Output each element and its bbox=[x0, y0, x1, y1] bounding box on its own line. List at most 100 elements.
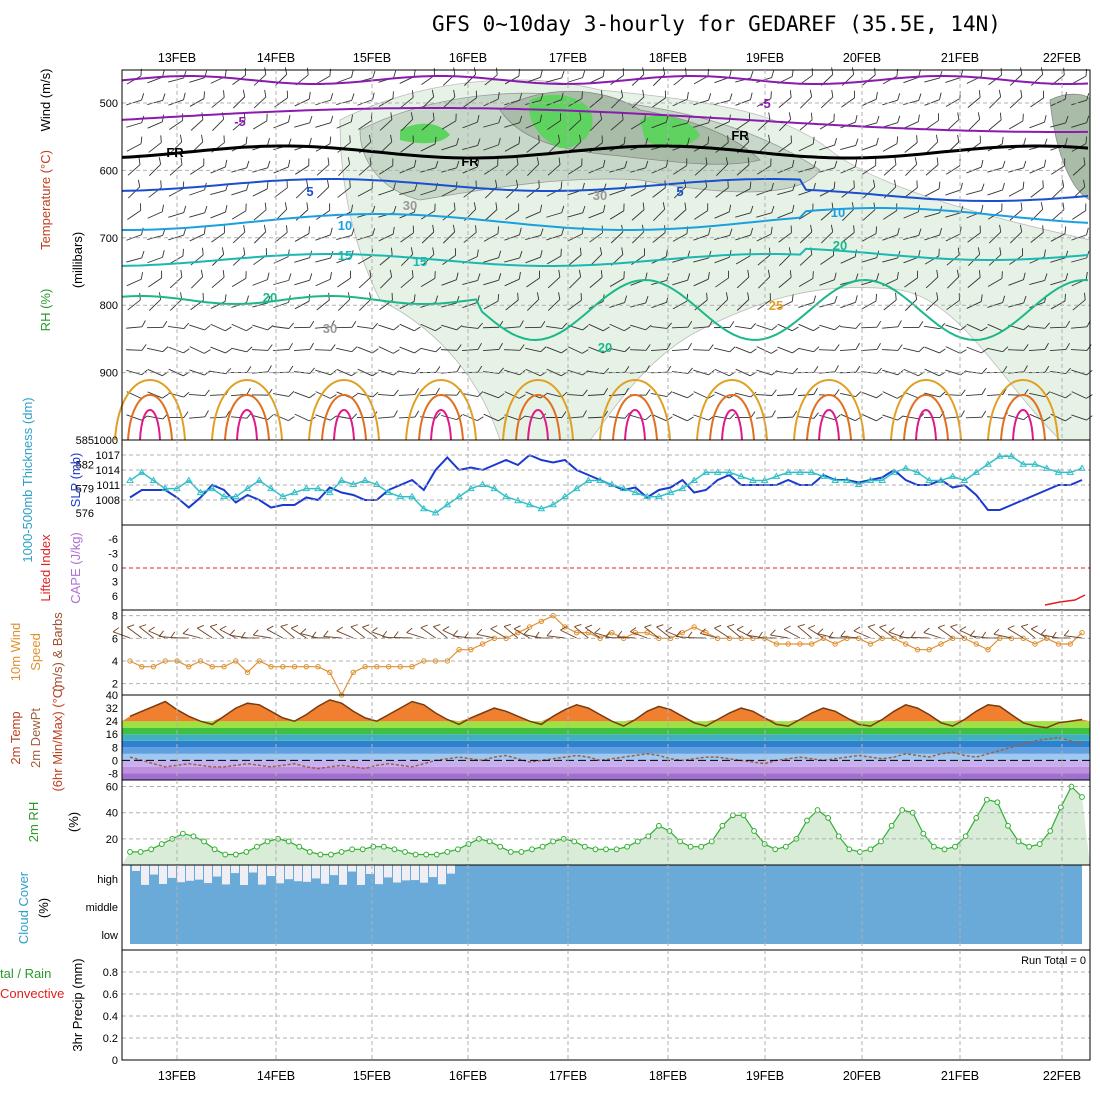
wind-barb bbox=[650, 342, 671, 352]
wind-barb bbox=[776, 410, 798, 419]
wind-speed-point bbox=[797, 641, 803, 647]
wind-barb bbox=[883, 292, 897, 311]
wind-barb bbox=[882, 93, 901, 106]
wind-barb bbox=[380, 269, 393, 289]
rh2m-point bbox=[433, 851, 440, 858]
temp-contour--10 bbox=[121, 75, 1089, 85]
wind-barb bbox=[146, 320, 168, 329]
wind-barb bbox=[860, 320, 882, 329]
wind-speed-point bbox=[867, 641, 874, 647]
thickness-point bbox=[490, 484, 499, 492]
top-date-label: 17FEB bbox=[549, 51, 587, 65]
cloud-gap bbox=[321, 865, 329, 884]
wind-barb bbox=[231, 182, 249, 196]
wind-barb bbox=[274, 90, 288, 108]
temp-tick: 8 bbox=[112, 742, 118, 754]
wind-barb bbox=[714, 228, 733, 241]
wind-speed-point bbox=[644, 629, 650, 636]
wind-barb bbox=[125, 344, 147, 351]
top-date-label: 14FEB bbox=[257, 51, 295, 65]
thickness-point bbox=[607, 480, 616, 488]
wind-barb bbox=[525, 250, 543, 264]
wind-barb bbox=[945, 346, 967, 354]
contour-label: 30 bbox=[593, 188, 607, 203]
wind-speed-point bbox=[397, 663, 404, 670]
thickness-point bbox=[948, 472, 957, 479]
wind-barb bbox=[1051, 202, 1065, 221]
wind-barb bbox=[610, 68, 624, 86]
wind-barb-10m bbox=[323, 630, 342, 639]
wind-barb bbox=[336, 391, 358, 399]
wind-barb bbox=[714, 413, 736, 420]
wind-barb bbox=[232, 68, 246, 85]
wind-barb bbox=[126, 391, 148, 399]
wind-barb bbox=[463, 90, 477, 108]
label-temp2m-b: 2m DewPt bbox=[28, 708, 43, 768]
temp-contour-25 bbox=[405, 379, 477, 441]
wind-barb bbox=[189, 324, 211, 331]
wind-barb-10m bbox=[266, 625, 284, 639]
wind-barb-10m bbox=[808, 624, 824, 639]
wind-barb bbox=[715, 270, 730, 288]
wind-barb bbox=[149, 157, 162, 176]
wind-barb bbox=[314, 344, 336, 351]
wind-barb bbox=[462, 138, 481, 151]
rh2m-point bbox=[772, 846, 779, 853]
wind-barb bbox=[1050, 226, 1067, 242]
rh2m-point bbox=[730, 812, 736, 819]
wind-barb bbox=[694, 203, 709, 220]
bottom-date-label: 14FEB bbox=[257, 1069, 295, 1083]
wind-barb bbox=[1029, 159, 1047, 174]
wind-barb bbox=[168, 205, 187, 218]
cloud-gap bbox=[285, 865, 293, 880]
wind-barb bbox=[966, 367, 988, 375]
upper-ytick: 800 bbox=[100, 300, 118, 312]
wind-barb bbox=[755, 389, 777, 396]
wind-barb bbox=[798, 295, 817, 308]
wind-barb bbox=[379, 158, 394, 175]
wind-barb bbox=[1009, 202, 1023, 221]
wind-barb bbox=[293, 320, 315, 329]
wind-barb bbox=[779, 247, 792, 266]
label-rh2m-b: (%) bbox=[66, 812, 81, 832]
contour-label: -5 bbox=[234, 114, 246, 129]
label-precip-c: 3hr Precip (mm) bbox=[70, 958, 85, 1051]
thickness-point bbox=[960, 476, 969, 483]
wind-barb bbox=[568, 112, 582, 131]
thickness-point bbox=[302, 484, 311, 492]
wind-barb-10m bbox=[127, 624, 143, 639]
thickness-point bbox=[690, 476, 699, 483]
label-cloud-b: (%) bbox=[36, 898, 51, 918]
wind-barb bbox=[609, 346, 631, 353]
wind-barb bbox=[862, 67, 876, 86]
label-temp2m-c: (6hr Min/Max) (°C) bbox=[50, 684, 65, 791]
wind-barb bbox=[189, 205, 208, 218]
rh2m-point bbox=[888, 822, 895, 829]
thickness-point bbox=[337, 476, 346, 483]
wind-barb bbox=[462, 273, 481, 286]
wind-barb bbox=[818, 365, 839, 374]
wind-speed-point bbox=[773, 641, 780, 647]
wind-barb bbox=[798, 136, 815, 152]
wind-speed-point bbox=[609, 629, 615, 636]
wind-barb bbox=[442, 224, 456, 244]
wind-barb bbox=[273, 322, 294, 329]
temp-contour-10 bbox=[122, 207, 1089, 231]
wind-barb bbox=[399, 159, 417, 174]
wind-barb bbox=[672, 91, 689, 107]
wind-barb bbox=[525, 93, 544, 106]
label-temp2m-a: 2m Temp bbox=[8, 711, 23, 764]
wind-barb bbox=[672, 391, 694, 399]
wind-barb bbox=[338, 157, 351, 176]
cape-tick: 0 bbox=[112, 563, 118, 575]
label-wind10-b: Speed bbox=[28, 633, 43, 671]
cloud-gap bbox=[168, 865, 176, 878]
wind-barb bbox=[421, 224, 435, 244]
wind-barb bbox=[462, 159, 480, 174]
thickness-point bbox=[655, 492, 663, 500]
wind-barb bbox=[336, 346, 358, 353]
wind-barb bbox=[1049, 320, 1071, 329]
wind-barb bbox=[714, 368, 736, 377]
wind-barb bbox=[778, 135, 792, 153]
temp-contour-25 bbox=[987, 379, 1059, 441]
